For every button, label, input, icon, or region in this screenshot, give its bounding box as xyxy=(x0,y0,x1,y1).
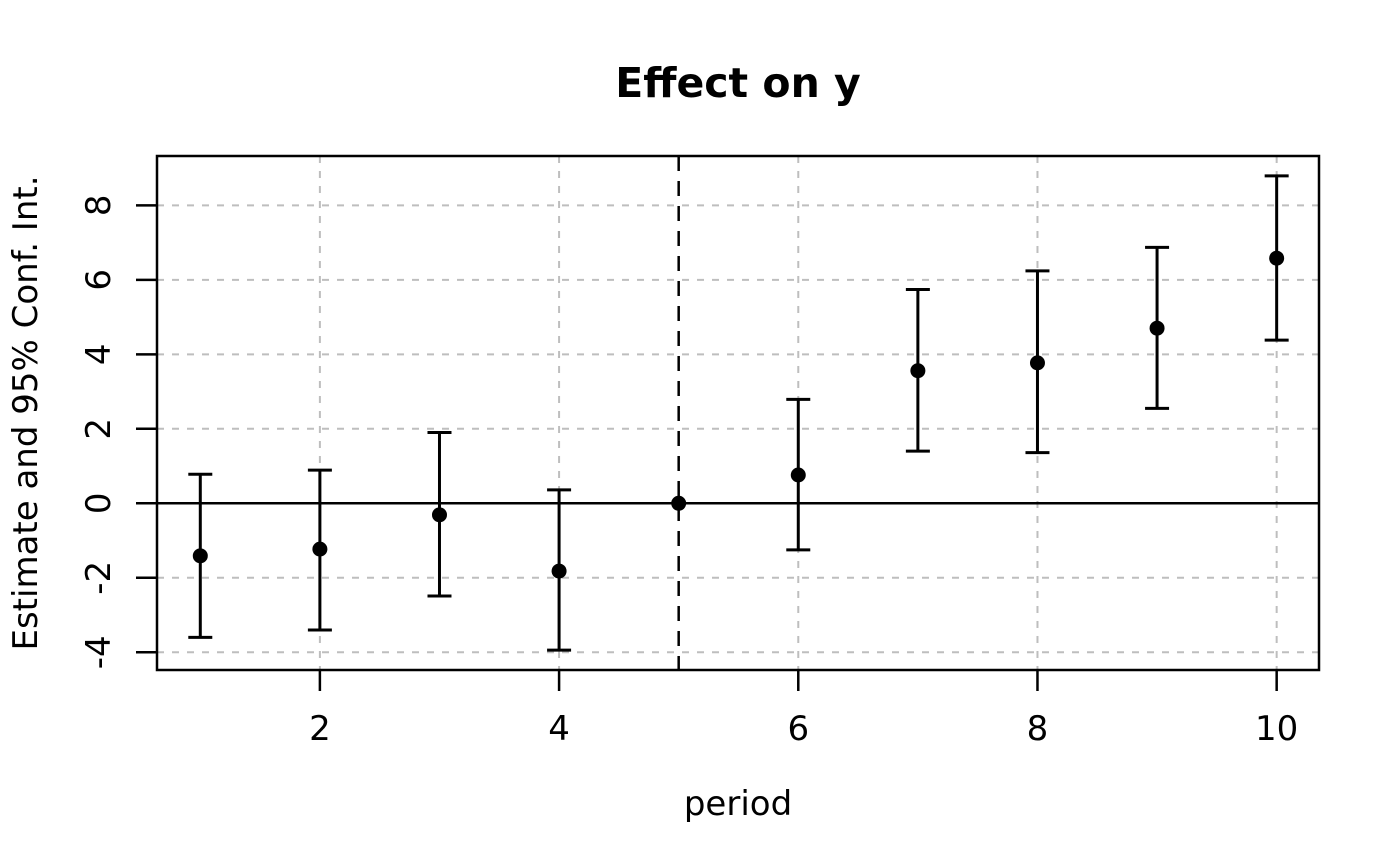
x-tick-label: 2 xyxy=(309,709,331,749)
data-point xyxy=(192,548,208,564)
data-point xyxy=(910,363,926,379)
y-tick-label: -4 xyxy=(79,635,119,669)
y-tick-label: 2 xyxy=(79,418,119,440)
data-point xyxy=(431,507,447,523)
y-tick-label: 4 xyxy=(79,343,119,365)
data-point xyxy=(551,563,567,579)
data-point xyxy=(671,495,687,511)
x-tick-label: 10 xyxy=(1255,709,1298,749)
y-tick-label: 6 xyxy=(79,269,119,291)
data-point xyxy=(1149,320,1165,336)
data-point xyxy=(1269,250,1285,266)
data-point xyxy=(790,467,806,483)
chart-title: Effect on y xyxy=(615,59,861,107)
data-point xyxy=(1029,355,1045,371)
y-tick-label: 8 xyxy=(79,194,119,216)
x-tick-label: 6 xyxy=(787,709,809,749)
x-tick-label: 4 xyxy=(548,709,570,749)
y-axis-label: Estimate and 95% Conf. Int. xyxy=(6,175,46,651)
y-tick-label: 0 xyxy=(79,492,119,514)
x-tick-label: 8 xyxy=(1027,709,1049,749)
plot-border xyxy=(155,154,1321,672)
y-tick-label: -2 xyxy=(79,561,119,595)
data-point xyxy=(312,541,328,557)
x-axis-label: period xyxy=(683,784,793,824)
